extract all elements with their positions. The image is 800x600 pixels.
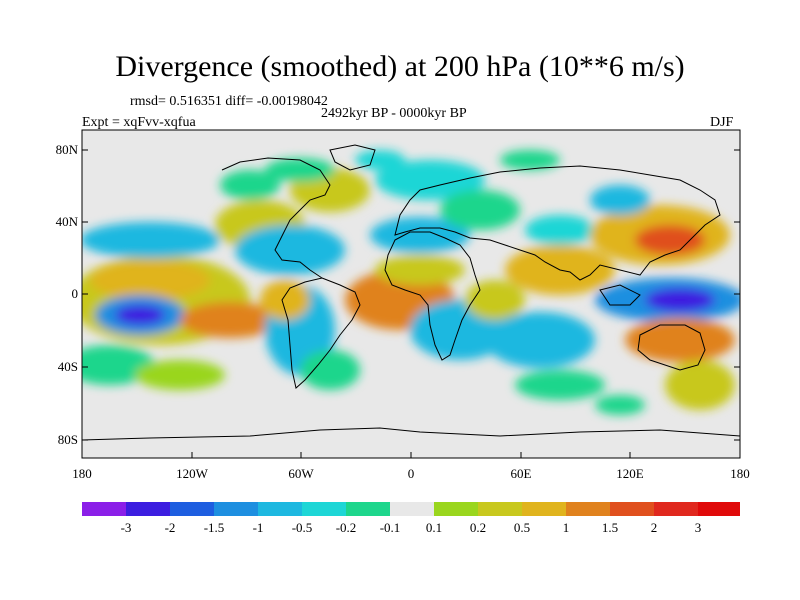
colorbar-label: 3 xyxy=(694,520,702,535)
greenland-coast xyxy=(329,144,376,171)
field-patch xyxy=(500,150,560,170)
colorbar-swatch xyxy=(82,502,126,516)
lat-label: 0 xyxy=(71,286,79,301)
rmsd-stats: rmsd= 0.516351 diff= -0.00198042 xyxy=(130,94,328,109)
colorbar-label: -2 xyxy=(164,520,176,535)
field-patch xyxy=(515,370,605,400)
lon-label: 60E xyxy=(510,466,532,481)
field-patch xyxy=(375,160,485,200)
field-patch xyxy=(135,360,225,390)
colorbar-label: 1.5 xyxy=(601,520,619,535)
colorbar-label: -0.1 xyxy=(379,520,401,535)
field-patch xyxy=(82,222,220,258)
lat-label: 80S xyxy=(57,432,78,447)
axis-ticks xyxy=(81,149,741,458)
colorbar xyxy=(82,502,740,516)
field-patch xyxy=(465,280,525,320)
colorbar-label: 0.5 xyxy=(513,520,531,535)
colorbar-label: -0.2 xyxy=(335,520,357,535)
colorbar-swatch xyxy=(126,502,170,516)
field-patch xyxy=(265,158,335,182)
eurasia-coast xyxy=(394,165,721,281)
field-patch xyxy=(220,170,280,200)
field-patch xyxy=(635,225,705,255)
lon-label: 60W xyxy=(288,466,314,481)
colorbar-swatch xyxy=(522,502,566,516)
lon-label: 120W xyxy=(176,466,208,481)
plot-title: Divergence (smoothed) at 200 hPa (10**6 … xyxy=(115,50,685,83)
field-patch xyxy=(300,350,360,390)
colorbar-swatch xyxy=(302,502,346,516)
field-patch xyxy=(115,305,165,325)
colorbar-label: -1.5 xyxy=(203,520,225,535)
field-patch xyxy=(525,215,595,245)
period-label: 2492kyr BP - 0000kyr BP xyxy=(321,106,467,121)
lon-label: 180 xyxy=(72,466,92,481)
australia-coast xyxy=(637,324,706,371)
divergence-field xyxy=(82,150,740,415)
field-patch xyxy=(665,360,735,410)
africa-coast xyxy=(384,231,481,361)
south-america-coast xyxy=(281,277,361,389)
colorbar-swatch xyxy=(346,502,390,516)
colorbar-swatch xyxy=(566,502,610,516)
colorbar-label: 0.2 xyxy=(469,520,487,535)
lat-label: 80N xyxy=(55,142,78,157)
colorbar-swatch xyxy=(214,502,258,516)
field-patch xyxy=(440,190,520,230)
colorbar-label: 1 xyxy=(562,520,570,535)
lon-label: 120E xyxy=(616,466,644,481)
lon-label: 180 xyxy=(730,466,750,481)
colorbar-swatch xyxy=(698,502,740,516)
field-patch xyxy=(595,395,645,415)
lat-label: 40N xyxy=(55,214,78,229)
colorbar-label: -1 xyxy=(252,520,264,535)
colorbar-swatch xyxy=(654,502,698,516)
colorbar-swatch xyxy=(610,502,654,516)
season-label: DJF xyxy=(710,115,734,130)
field-patch xyxy=(375,255,465,285)
coastlines xyxy=(82,144,740,441)
colorbar-swatch xyxy=(170,502,214,516)
field-patch xyxy=(235,225,345,275)
field-patch xyxy=(180,302,280,338)
lon-label: 0 xyxy=(407,466,415,481)
maritime-continent-coast xyxy=(599,284,641,306)
colorbar-label: -3 xyxy=(120,520,132,535)
antarctica-coast xyxy=(82,427,740,441)
field-patch xyxy=(260,280,310,320)
lat-label: 40S xyxy=(57,359,78,374)
field-patch xyxy=(645,288,715,312)
colorbar-swatch xyxy=(434,502,478,516)
field-patch xyxy=(590,185,650,215)
experiment-label: Expt = xqFvv-xqfua xyxy=(82,115,196,130)
field-patch xyxy=(370,217,470,253)
field-patch xyxy=(90,260,210,300)
colorbar-label: 0.1 xyxy=(425,520,443,535)
colorbar-swatch xyxy=(478,502,522,516)
field-patch xyxy=(485,312,595,368)
colorbar-label: 2 xyxy=(650,520,658,535)
colorbar-swatch xyxy=(258,502,302,516)
north-america-coast xyxy=(221,157,331,279)
colorbar-label: -0.5 xyxy=(291,520,313,535)
colorbar-swatch xyxy=(390,502,434,516)
field-patch xyxy=(355,150,405,170)
